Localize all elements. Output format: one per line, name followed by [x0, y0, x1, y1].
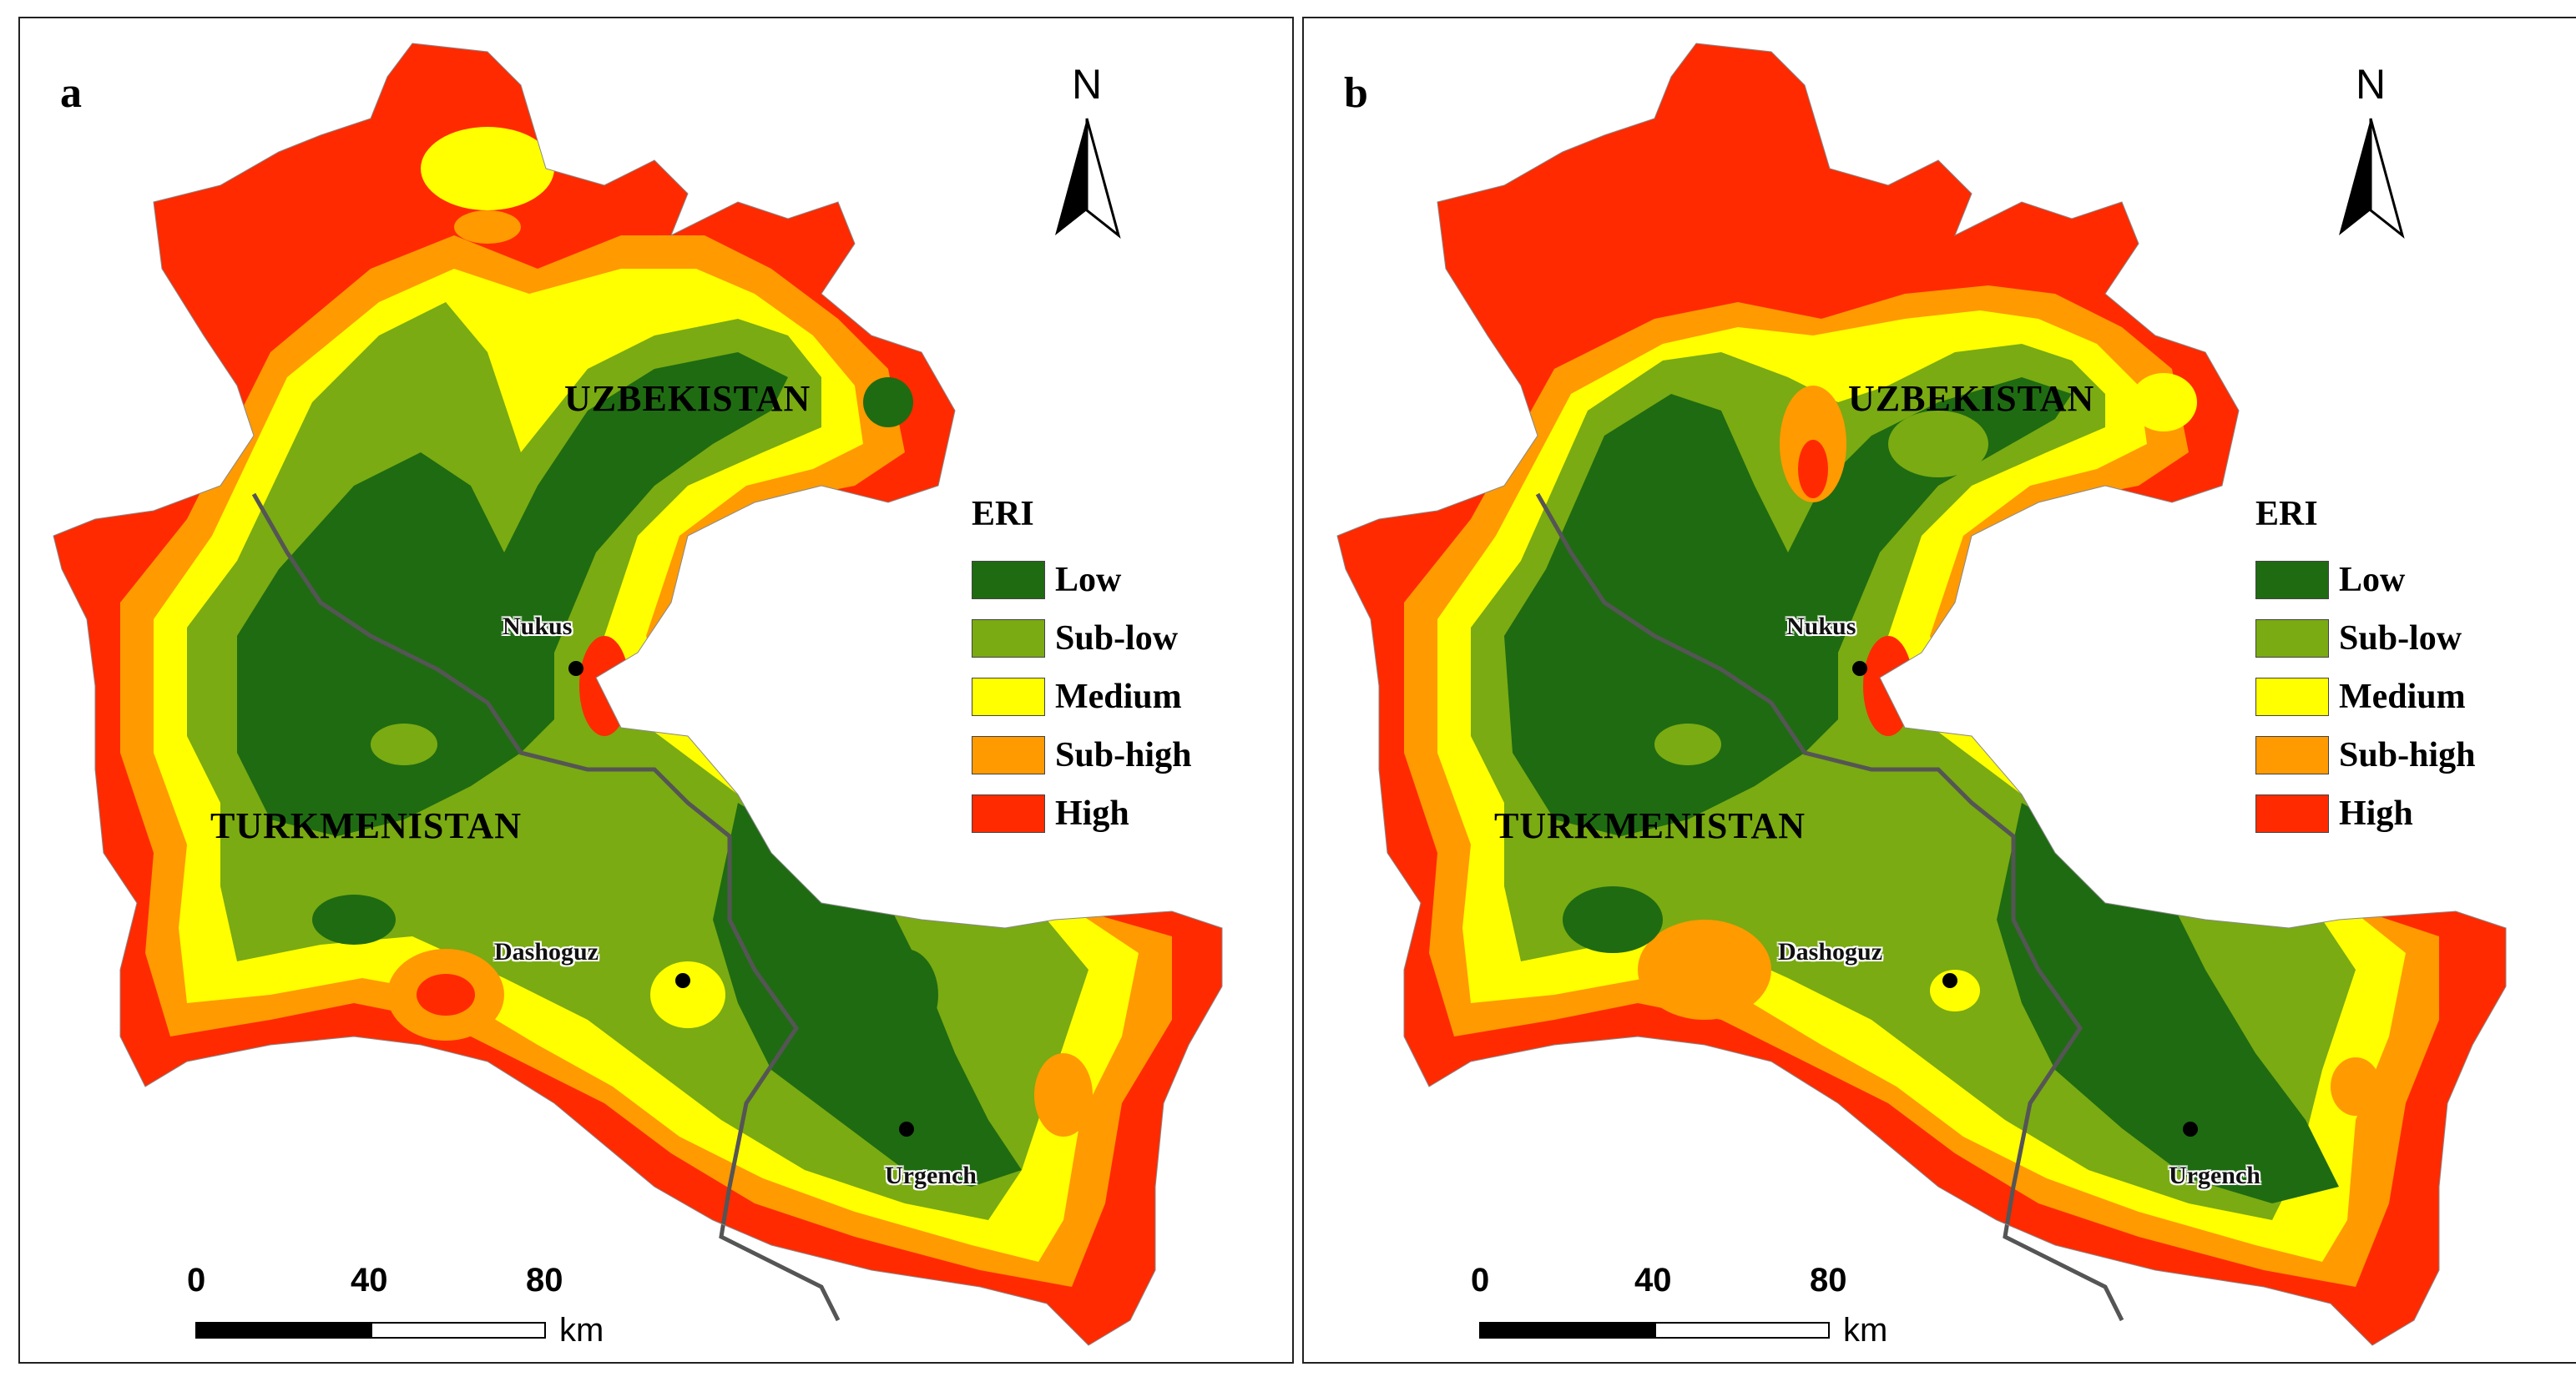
legend-label: Sub-low	[2339, 619, 2462, 658]
legend-label: Sub-high	[1055, 736, 1192, 774]
scale-bar-white	[371, 1322, 546, 1339]
legend: ERI Low Sub-low Medium Sub-high High	[972, 494, 1255, 843]
city-label-dashoguz: Dashoguz	[494, 938, 599, 966]
country-label-turkmenistan: TURKMENISTAN	[1494, 805, 1806, 846]
scale-tick-80: 80	[526, 1262, 563, 1299]
high-swatch	[2255, 794, 2329, 833]
north-arrow-icon	[1055, 118, 1121, 239]
medium-swatch	[972, 678, 1045, 716]
legend: ERI Low Sub-low Medium Sub-high High	[2255, 494, 2539, 843]
scale-bar: 0 40 80 km	[1471, 1262, 1947, 1349]
panel-label: b	[1344, 69, 1368, 117]
scale-tick-80: 80	[1810, 1262, 1847, 1299]
legend-item-high: High	[972, 784, 1255, 843]
legend-label: Sub-high	[2339, 736, 2476, 774]
scale-tick-0: 0	[1471, 1262, 1490, 1299]
legend-item-sub-high: Sub-high	[972, 726, 1255, 784]
city-marker-nukus	[568, 661, 583, 676]
city-marker-urgench	[899, 1122, 914, 1137]
scale-bar: 0 40 80 km	[187, 1262, 663, 1349]
scale-bar-black	[195, 1322, 371, 1339]
city-label-dashoguz: Dashoguz	[1778, 938, 1883, 966]
legend-label: Sub-low	[1055, 619, 1179, 658]
legend-item-sub-low: Sub-low	[972, 609, 1255, 668]
map-panel-a: a UZBEKISTAN TURKMENISTAN Nukus Dashoguz…	[18, 17, 1294, 1364]
scale-bar-black	[1479, 1322, 1654, 1339]
country-label-uzbekistan: UZBEKISTAN	[1848, 378, 2095, 419]
legend-item-medium: Medium	[2255, 668, 2539, 726]
legend-item-low: Low	[2255, 551, 2539, 609]
city-marker-nukus	[1852, 661, 1867, 676]
city-label-urgench: Urgench	[885, 1162, 977, 1189]
legend-item-sub-high: Sub-high	[2255, 726, 2539, 784]
north-arrow: N	[1038, 60, 1130, 244]
legend-title: ERI	[2255, 495, 2318, 533]
medium-swatch	[2255, 678, 2329, 716]
sub-low-swatch	[972, 619, 1045, 658]
sub-high-swatch	[972, 736, 1045, 774]
scale-unit: km	[1843, 1312, 1888, 1349]
city-label-urgench: Urgench	[2169, 1162, 2260, 1189]
north-label: N	[2355, 61, 2387, 108]
legend-item-low: Low	[972, 551, 1255, 609]
legend-item-high: High	[2255, 784, 2539, 843]
north-arrow-icon	[2339, 118, 2405, 239]
city-marker-dashoguz	[675, 973, 690, 988]
scale-tick-40: 40	[351, 1262, 388, 1299]
country-label-uzbekistan: UZBEKISTAN	[564, 378, 811, 419]
low-swatch	[972, 561, 1045, 599]
city-label-nukus: Nukus	[1786, 613, 1856, 640]
legend-item-sub-low: Sub-low	[2255, 609, 2539, 668]
scale-tick-40: 40	[1634, 1262, 1672, 1299]
panel-label: a	[60, 69, 82, 117]
legend-label: Low	[2339, 561, 2406, 599]
high-swatch	[972, 794, 1045, 833]
eri-map-b	[1336, 43, 2507, 1346]
legend-label: Medium	[2339, 678, 2466, 716]
legend-label: High	[1055, 794, 1129, 833]
legend-item-medium: Medium	[972, 668, 1255, 726]
north-label: N	[1071, 61, 1103, 108]
sub-low-swatch	[2255, 619, 2329, 658]
scale-unit: km	[559, 1312, 604, 1349]
north-arrow: N	[2322, 60, 2414, 244]
city-label-nukus: Nukus	[503, 613, 573, 640]
country-label-turkmenistan: TURKMENISTAN	[210, 805, 523, 846]
legend-label: High	[2339, 794, 2413, 833]
city-marker-dashoguz	[1942, 973, 1957, 988]
map-panel-b: b UZBEKISTAN TURKMENISTAN Nukus Dashoguz…	[1302, 17, 2576, 1364]
scale-bar-white	[1654, 1322, 1830, 1339]
legend-label: Low	[1055, 561, 1122, 599]
legend-title: ERI	[972, 495, 1034, 533]
legend-label: Medium	[1055, 678, 1182, 716]
city-marker-urgench	[2183, 1122, 2198, 1137]
low-swatch	[2255, 561, 2329, 599]
sub-high-swatch	[2255, 736, 2329, 774]
scale-tick-0: 0	[187, 1262, 206, 1299]
